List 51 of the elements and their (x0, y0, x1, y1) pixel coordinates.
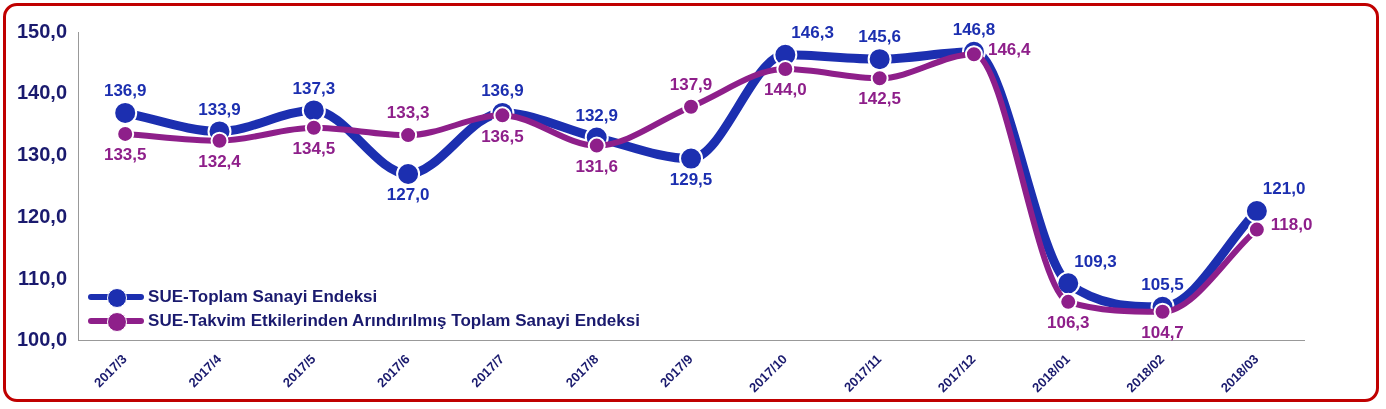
data-label: 145,6 (858, 27, 901, 47)
data-label: 106,3 (1046, 313, 1090, 333)
data-label: 146,8 (952, 19, 996, 39)
data-label: 131,6 (575, 156, 618, 176)
legend-label: SUE-Toplam Sanayi Endeksi (148, 286, 378, 307)
point (1153, 302, 1172, 321)
y-tick-label: 110,0 (18, 266, 68, 289)
data-label: 132,9 (575, 105, 618, 125)
data-label: 144,0 (764, 80, 807, 100)
point (870, 69, 889, 88)
point (1056, 271, 1081, 296)
point (113, 100, 138, 125)
data-label: 142,5 (858, 89, 901, 109)
point (301, 98, 326, 123)
data-label: 146,4 (987, 39, 1032, 59)
data-label: 127,0 (386, 185, 430, 205)
data-label: 129,5 (669, 169, 713, 189)
data-label: 136,9 (481, 81, 524, 101)
data-label: 132,4 (198, 151, 242, 171)
point (493, 106, 512, 125)
data-label: 134,5 (292, 138, 336, 158)
y-tick-label: 120,0 (16, 204, 68, 227)
data-label: 133,5 (103, 145, 147, 165)
point (867, 47, 892, 72)
y-tick-label: 140,0 (16, 81, 68, 104)
point (304, 118, 323, 137)
y-tick-label: 130,0 (16, 143, 68, 166)
data-label: 109,3 (1074, 251, 1117, 271)
point (1247, 220, 1266, 239)
point (1244, 199, 1269, 224)
data-label: 104,7 (1141, 322, 1184, 342)
data-label: 136,5 (481, 126, 524, 146)
point (396, 162, 421, 187)
data-label: 146,3 (791, 23, 834, 43)
data-label: 133,9 (198, 99, 241, 119)
data-label: 118,0 (1270, 215, 1313, 235)
y-tick-label: 150,0 (16, 19, 68, 42)
data-label: 137,3 (292, 78, 336, 98)
y-tick-label: 100,0 (16, 328, 68, 351)
data-label: 133,3 (386, 103, 430, 123)
data-label: 105,5 (1141, 274, 1184, 294)
point (682, 97, 701, 116)
data-label: 137,9 (669, 74, 713, 94)
point (1059, 292, 1078, 311)
point (964, 45, 983, 64)
point (679, 146, 704, 171)
legend-label: SUE-Takvim Etkilerinden Arındırılmış Toplam Sanayi Endeksi (148, 310, 640, 331)
point (587, 136, 606, 155)
data-label: 121,0 (1262, 179, 1306, 199)
data-label: 136,9 (103, 81, 147, 101)
point (210, 131, 229, 150)
